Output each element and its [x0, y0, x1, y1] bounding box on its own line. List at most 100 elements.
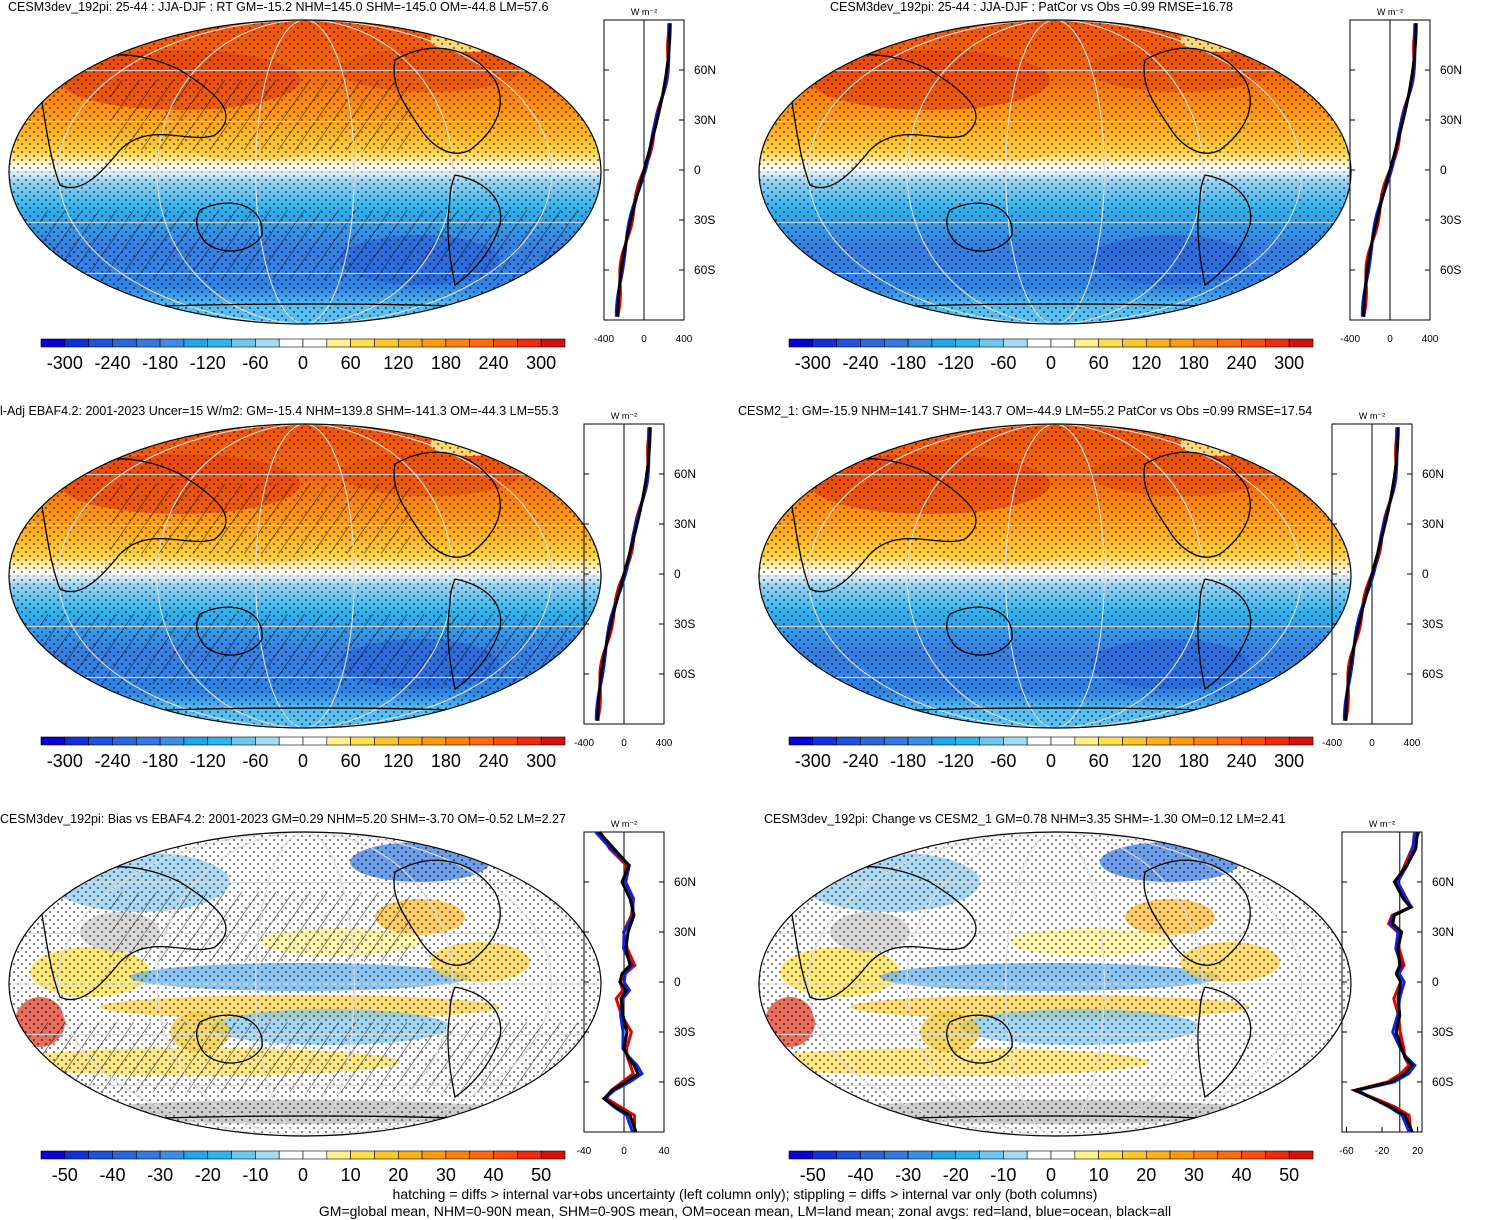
lat-tick-label: 30N [1422, 517, 1444, 531]
colorbar-label: 20 [388, 1165, 408, 1185]
colorbar-swatch [1074, 338, 1099, 348]
colorbar-label: 10 [1089, 1165, 1109, 1185]
colorbar-swatch [374, 736, 399, 746]
colorbar-swatch [955, 338, 980, 348]
colorbar-swatch [278, 338, 304, 348]
colorbar-swatch [1241, 1150, 1266, 1160]
colorbar-swatch [1193, 1150, 1219, 1160]
colorbar-label: -300 [795, 353, 831, 373]
zonal-mean-plot: 60N 30N 0 30S 60S -400 0 400 W m⁻² [574, 411, 696, 749]
colorbar-label: -60 [990, 751, 1016, 771]
panel-title: CESM3dev_192pi: Bias vs EBAF4.2: 2001-20… [0, 812, 566, 826]
colorbar-swatch [278, 736, 304, 746]
x-tick-label: 0 [621, 1146, 627, 1157]
colorbar-swatch [302, 338, 328, 348]
colorbar-label: 0 [1046, 1165, 1056, 1185]
unit-label: W m⁻² [611, 819, 637, 829]
x-tick-label: 0 [641, 334, 647, 345]
footer-note-2: GM=global mean, NHM=0-90N mean, SHM=0-90… [318, 1203, 1172, 1219]
colorbar-label: 50 [1279, 1165, 1299, 1185]
colorbar-swatch [540, 338, 566, 348]
colorbar-swatch [1145, 338, 1171, 348]
x-tick-label: 400 [1404, 738, 1421, 749]
colorbar-swatch [1217, 736, 1242, 746]
x-tick-label: 400 [656, 738, 673, 749]
lat-tick-label: 30S [1440, 213, 1461, 227]
panel-title: CESM3dev_192pi: 25-44 : JJA-DJF : RT GM=… [8, 0, 549, 14]
colorbar-swatch [302, 1150, 328, 1160]
map [8, 831, 602, 1137]
colorbar-label: -20 [943, 1165, 969, 1185]
colorbar-label: 240 [1227, 353, 1257, 373]
colorbar-label: 120 [383, 751, 413, 771]
colorbar-swatch [40, 736, 66, 746]
colorbar-label: -60 [242, 353, 268, 373]
colorbar-label: -300 [47, 353, 83, 373]
colorbar-swatch [788, 1150, 814, 1160]
x-tick-label: 40 [658, 1146, 670, 1157]
colorbar-label: 20 [1136, 1165, 1156, 1185]
map [758, 19, 1352, 325]
colorbar-swatch [931, 736, 957, 746]
lat-tick-label: 60N [1432, 875, 1454, 889]
colorbar-label: 40 [484, 1165, 504, 1185]
colorbar-label: 180 [431, 751, 461, 771]
colorbar-label: -180 [142, 751, 178, 771]
colorbar-swatch [1169, 338, 1195, 348]
lat-tick-label: 60N [674, 467, 696, 481]
colorbar-swatch [112, 736, 137, 746]
x-tick-label: -400 [594, 334, 614, 345]
zonal-all-line [596, 427, 652, 721]
unit-label: W m⁻² [1377, 7, 1403, 17]
colorbar-swatch [883, 338, 909, 348]
zonal-all-line [1344, 427, 1400, 721]
colorbar-swatch [1265, 338, 1290, 348]
colorbar-swatch [112, 338, 137, 348]
lat-tick-label: 60S [694, 263, 715, 277]
zonal-all-line [1362, 23, 1418, 317]
zonal-mean-plot: 60N 30N 0 30S 60S -400 0 400 W m⁻² [1340, 7, 1462, 345]
colorbar-label: -300 [795, 751, 831, 771]
zonal-mean-plot: 60N 30N 0 30S 60S -40 0 40 W m⁻² [577, 819, 696, 1157]
panel-title: l-Adj EBAF4.2: 2001-2023 Uncer=15 W/m2: … [0, 404, 559, 418]
colorbar-swatch [883, 736, 909, 746]
colorbar-swatch [183, 736, 209, 746]
colorbar-swatch [812, 1150, 837, 1160]
x-tick-label: -40 [577, 1146, 592, 1157]
lat-tick-label: 0 [1422, 567, 1429, 581]
colorbar-swatch [955, 1150, 980, 1160]
colorbar-label: 120 [383, 353, 413, 373]
colorbar: -50 -40 -30 -20 -10 0 10 20 30 40 50 [788, 1150, 1314, 1185]
colorbar-swatch [860, 338, 885, 348]
colorbar-swatch [207, 736, 232, 746]
lat-tick-label: 30N [674, 925, 696, 939]
colorbar-label: 0 [1046, 751, 1056, 771]
colorbar-swatch [397, 736, 423, 746]
colorbar-swatch [64, 1150, 89, 1160]
colorbar-swatch [788, 736, 814, 746]
map [758, 423, 1352, 729]
colorbar-label: -240 [94, 751, 130, 771]
lat-tick-label: 30S [1422, 617, 1443, 631]
colorbar-label: 10 [341, 1165, 361, 1185]
colorbar-label: 60 [1089, 353, 1109, 373]
colorbar-swatch [421, 1150, 447, 1160]
colorbar-label: -60 [242, 751, 268, 771]
lat-tick-label: 30N [674, 517, 696, 531]
lat-tick-label: 30S [694, 213, 715, 227]
colorbar-swatch [931, 1150, 957, 1160]
lat-tick-label: 60S [1422, 667, 1443, 681]
colorbar-swatch [445, 736, 471, 746]
colorbar-swatch [1050, 1150, 1076, 1160]
colorbar-label: 120 [1131, 353, 1161, 373]
colorbar-swatch [1003, 338, 1028, 348]
colorbar-label: -240 [94, 353, 130, 373]
colorbar-label: 60 [1089, 751, 1109, 771]
colorbar-swatch [517, 736, 542, 746]
colorbar-label: 0 [298, 353, 308, 373]
colorbar-swatch [836, 338, 861, 348]
lat-tick-label: 60N [1440, 63, 1462, 77]
map [8, 423, 602, 729]
colorbar-label: -30 [895, 1165, 921, 1185]
colorbar-swatch [1074, 1150, 1099, 1160]
